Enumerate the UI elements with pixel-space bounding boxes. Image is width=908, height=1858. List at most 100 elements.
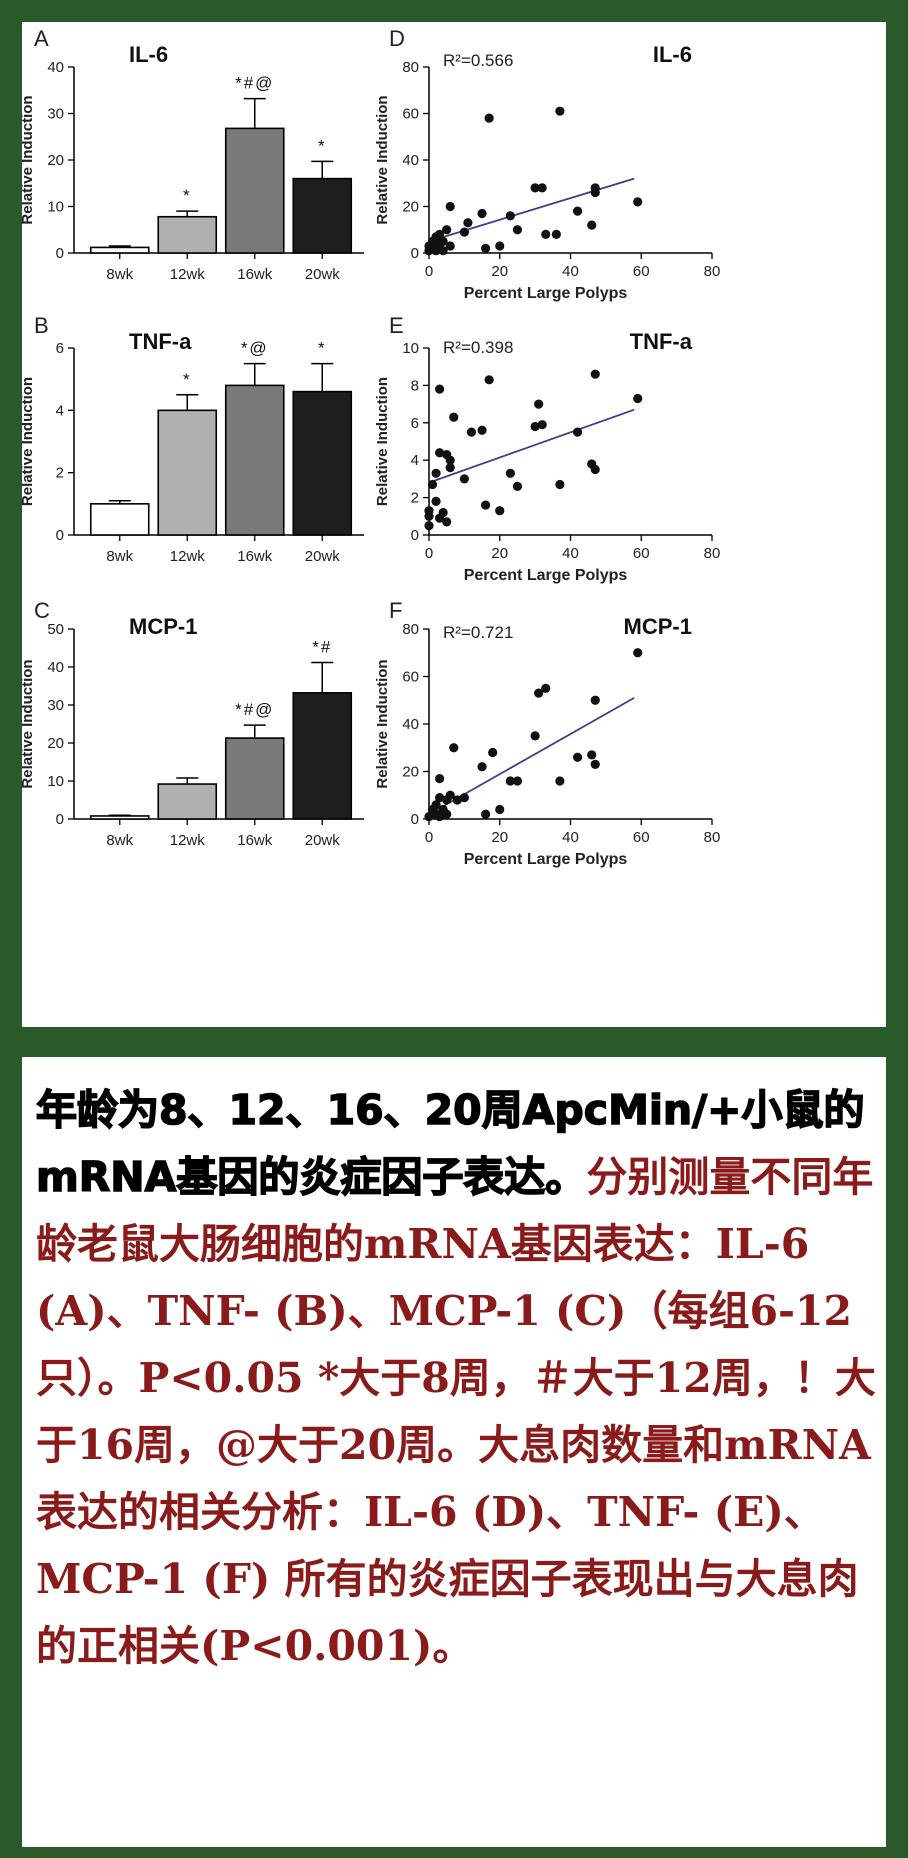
data-point: [442, 809, 452, 819]
data-point: [424, 521, 434, 531]
data-point: [495, 241, 505, 251]
chart-title: MCP-1: [129, 614, 197, 639]
data-point: [512, 481, 523, 491]
bar: [157, 409, 218, 536]
x-tick-label: 20wk: [305, 832, 341, 849]
x-tick-label: 20wk: [305, 548, 341, 565]
significance-label: *: [318, 339, 327, 358]
x-tick-label: 20wk: [305, 266, 341, 283]
y-tick-label: 0: [411, 245, 419, 262]
y-tick-label: 0: [56, 811, 64, 828]
data-point: [541, 683, 551, 693]
data-point: [530, 183, 540, 193]
x-tick-label: 20: [491, 263, 508, 280]
data-point: [481, 809, 491, 819]
chart-title: IL-6: [653, 42, 692, 67]
y-tick-label: 40: [402, 152, 419, 169]
x-tick-label: 60: [633, 545, 650, 562]
chart-title: IL-6: [129, 42, 168, 67]
significance-label: *: [183, 370, 192, 389]
data-point: [445, 463, 455, 473]
bar-chart-c: C MCP-1 0 10 20 30 40 50 Relative Induction 8wk 12…: [22, 598, 364, 849]
y-tick-label: 20: [402, 199, 419, 216]
y-tick-label: 6: [411, 415, 419, 432]
chart-title: MCP-1: [624, 614, 692, 639]
y-tick-label: 10: [47, 773, 64, 790]
data-point: [481, 500, 491, 510]
x-tick-label: 20: [491, 545, 508, 562]
x-tick-label: 0: [425, 829, 433, 846]
data-point: [633, 197, 643, 207]
x-tick-label: 0: [425, 263, 433, 280]
y-tick-label: 20: [47, 735, 64, 752]
x-tick-label: 8wk: [106, 266, 133, 283]
data-point: [427, 479, 438, 490]
panel-letter: D: [389, 26, 405, 51]
y-axis-label: Relative Induction: [22, 659, 36, 788]
x-tick-label: 80: [704, 545, 721, 562]
figure-svg: A IL-6 0 10 20 30 40 Relative Induction 8wk 12wk *…: [22, 26, 720, 868]
data-point: [431, 800, 441, 810]
data-point: [541, 229, 551, 239]
y-tick-label: 60: [402, 106, 419, 123]
regression-line: [428, 408, 635, 484]
y-axis-label: Relative Induction: [22, 377, 36, 506]
data-point: [633, 648, 643, 658]
data-point: [587, 220, 597, 230]
x-tick-label: 40: [562, 829, 579, 846]
data-point: [495, 506, 505, 516]
panel-letter: A: [34, 26, 49, 51]
y-tick-label: 50: [47, 621, 64, 638]
data-point: [445, 455, 455, 465]
bar: [292, 390, 353, 536]
data-point: [442, 225, 452, 235]
x-tick-label: 12wk: [170, 832, 206, 849]
data-point: [633, 393, 643, 404]
data-point: [438, 236, 448, 246]
x-tick-label: 80: [704, 263, 721, 280]
data-point: [590, 369, 600, 379]
x-tick-label: 60: [633, 829, 650, 846]
y-tick-label: 8: [411, 377, 419, 394]
scatter-plot-d: D IL-6 0 20 40 60 80 Relative Induction 0 20 40 60 8…: [374, 26, 720, 302]
y-tick-label: 40: [47, 659, 64, 676]
data-point: [555, 106, 565, 116]
data-point: [463, 218, 473, 228]
x-tick-label: 40: [562, 263, 579, 280]
data-point: [590, 695, 600, 705]
y-tick-label: 40: [47, 59, 64, 76]
data-point: [590, 464, 600, 475]
data-point: [587, 750, 597, 760]
x-axis-label: Percent Large Polyps: [464, 567, 628, 584]
data-point: [438, 246, 448, 256]
x-tick-label: 40: [562, 545, 579, 562]
bar: [224, 737, 285, 820]
scatter-plot-e: E TNF-a 0 2 4 6 8 10 Relative Induction 0 20 40 60 80…: [374, 313, 720, 584]
data-point: [435, 229, 445, 239]
data-point: [488, 747, 498, 758]
chart-title: TNF-a: [129, 329, 192, 354]
data-point: [424, 812, 434, 822]
bar: [292, 692, 353, 820]
y-tick-label: 20: [47, 152, 64, 169]
data-point: [435, 448, 445, 458]
data-point: [505, 468, 515, 478]
data-point: [438, 507, 448, 518]
data-point: [435, 812, 445, 822]
bar: [292, 177, 353, 254]
panel-letter: E: [389, 313, 404, 338]
bar: [89, 246, 150, 254]
data-point: [534, 688, 544, 698]
data-point: [537, 183, 547, 193]
data-point: [459, 474, 469, 484]
y-tick-label: 0: [56, 245, 64, 262]
y-tick-label: 80: [402, 621, 419, 638]
y-tick-label: 10: [47, 199, 64, 216]
bar: [224, 384, 285, 536]
y-tick-label: 0: [411, 811, 419, 828]
data-point: [466, 427, 477, 437]
significance-label: *#@: [235, 74, 274, 93]
y-tick-label: 30: [47, 697, 64, 714]
data-point: [435, 774, 445, 784]
significance-label: *#: [312, 637, 332, 656]
